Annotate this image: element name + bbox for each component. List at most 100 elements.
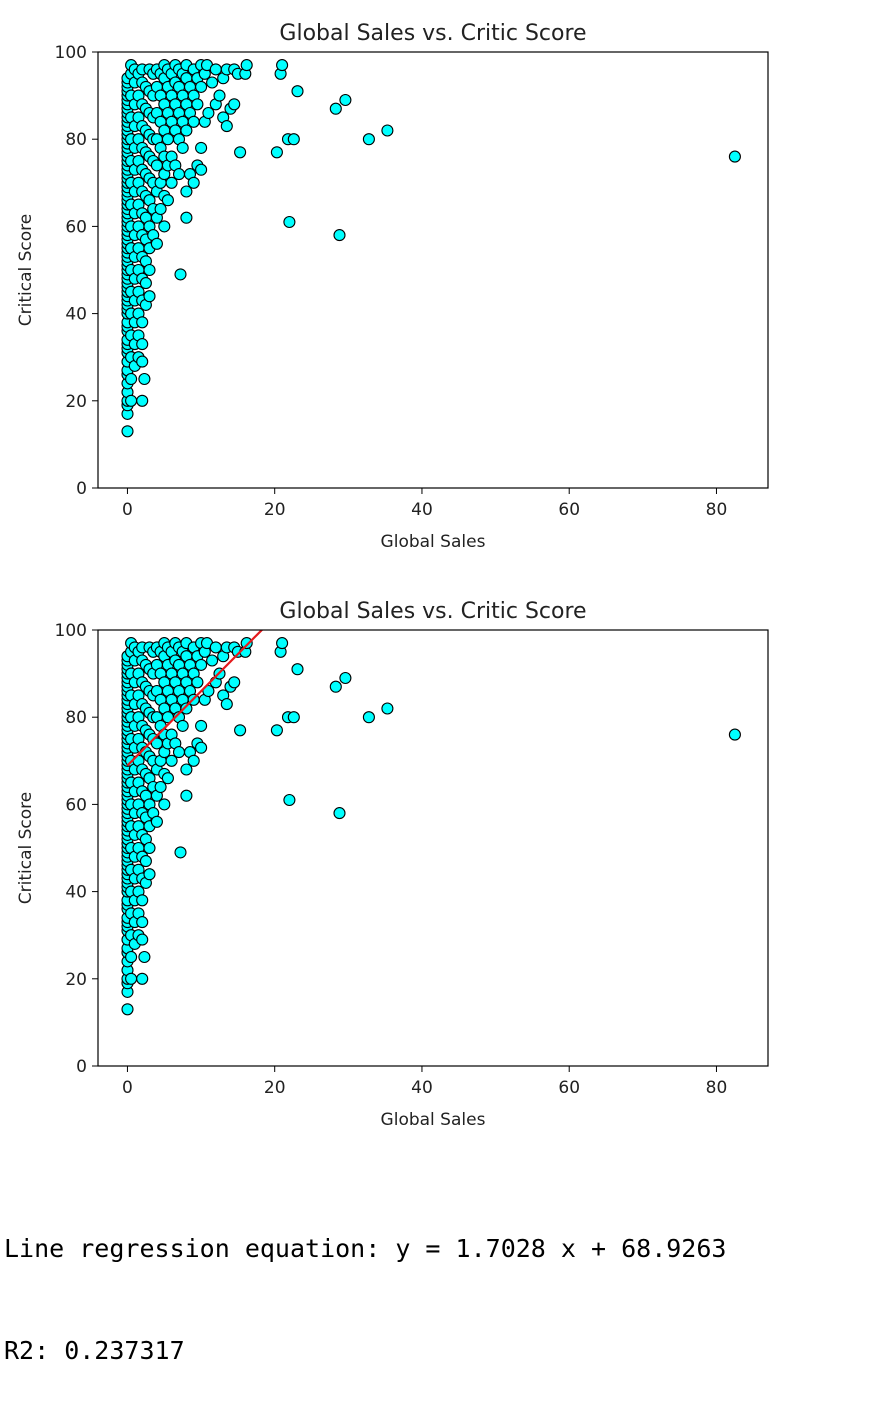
data-point — [158, 798, 171, 811]
y-tick-label: 20 — [65, 392, 87, 412]
data-point — [187, 176, 200, 189]
data-point — [339, 93, 352, 107]
data-point — [121, 425, 134, 438]
data-point — [234, 724, 247, 737]
data-point — [195, 719, 208, 732]
data-point — [202, 684, 215, 698]
data-point — [195, 141, 208, 154]
x-axis-label: Global Sales — [381, 1110, 486, 1130]
data-point — [728, 150, 741, 163]
data-point — [202, 106, 215, 120]
data-point — [206, 654, 219, 667]
plot-frame — [97, 51, 769, 489]
regression-line — [126, 630, 264, 767]
data-point — [158, 220, 171, 233]
data-point — [270, 146, 283, 159]
points-group — [121, 637, 741, 1016]
data-point — [329, 680, 342, 693]
y-tick-label: 60 — [65, 217, 87, 237]
data-point — [154, 780, 167, 794]
data-point — [125, 394, 138, 407]
data-point — [136, 355, 149, 368]
data-point — [228, 676, 241, 689]
data-point — [161, 772, 174, 785]
y-tick-label: 0 — [76, 479, 87, 499]
y-tick-label: 100 — [55, 43, 87, 63]
data-point — [136, 338, 149, 351]
data-point — [154, 202, 167, 216]
data-point — [213, 89, 226, 102]
data-point — [287, 133, 300, 146]
data-point — [138, 372, 151, 386]
data-point — [161, 194, 174, 207]
data-point — [220, 698, 233, 711]
data-point — [287, 711, 300, 724]
x-tick-label: 0 — [122, 1078, 133, 1098]
data-point — [291, 85, 304, 98]
data-point — [121, 1003, 134, 1016]
y-tick-label: 20 — [65, 970, 87, 990]
data-point — [191, 676, 204, 689]
chart-title: Global Sales vs. Critic Score — [279, 21, 586, 46]
y-tick-label: 40 — [65, 883, 87, 903]
x-tick-label: 40 — [411, 1078, 433, 1098]
data-point — [362, 711, 375, 724]
x-axis-label: Global Sales — [381, 532, 486, 552]
data-point — [174, 846, 187, 859]
y-tick-label: 0 — [76, 1057, 87, 1077]
data-point — [270, 724, 283, 737]
data-point — [125, 972, 138, 985]
scatter-chart-regression: Global Sales vs. Critic Score 0 20 40 60 80 0 2… — [16, 599, 769, 1130]
data-point — [180, 789, 193, 802]
x-tick-label: 60 — [558, 1078, 580, 1098]
data-point — [362, 133, 375, 146]
data-point — [165, 176, 178, 189]
data-point — [180, 702, 193, 715]
x-tick-label: 0 — [122, 500, 133, 520]
data-point — [180, 211, 193, 224]
data-point — [176, 719, 189, 732]
y-tick-label: 40 — [65, 305, 87, 325]
data-point — [172, 746, 186, 759]
r2-text: R2: 0.237317 — [4, 1336, 185, 1365]
data-point — [339, 671, 352, 685]
chart-title: Global Sales vs. Critic Score — [279, 599, 586, 624]
data-point — [195, 80, 208, 93]
x-tick-label: 40 — [411, 500, 433, 520]
data-point — [136, 933, 149, 946]
data-point — [139, 277, 152, 290]
data-point — [172, 168, 186, 181]
data-point — [381, 702, 394, 715]
x-tick-label: 20 — [264, 500, 286, 520]
y-tick-label: 80 — [65, 708, 87, 728]
regression-output: Line regression equation: y = 1.7028 x +… — [4, 1164, 726, 1402]
data-point — [209, 63, 222, 76]
data-point — [333, 807, 346, 820]
data-point — [165, 754, 178, 767]
data-point — [191, 98, 204, 111]
data-point — [143, 868, 156, 881]
data-point — [329, 102, 342, 115]
x-tick-label: 20 — [264, 1078, 286, 1098]
data-point — [143, 290, 156, 303]
data-point — [283, 793, 296, 807]
regression-equation-text: Line regression equation: y = 1.7028 x +… — [4, 1234, 727, 1263]
data-point — [220, 120, 233, 133]
data-point — [138, 950, 151, 964]
x-tick-label: 80 — [706, 500, 728, 520]
data-point — [180, 185, 193, 198]
data-point — [240, 637, 253, 650]
data-point — [136, 394, 149, 407]
data-point — [187, 115, 200, 128]
data-point — [136, 316, 149, 329]
data-point — [176, 141, 189, 154]
y-tick-label: 100 — [55, 621, 87, 641]
x-tick-label: 60 — [558, 500, 580, 520]
data-point — [209, 641, 222, 654]
data-point — [125, 372, 138, 386]
y-axis-label: Critical Score — [16, 792, 36, 904]
data-point — [136, 894, 149, 907]
data-point — [291, 663, 304, 676]
data-point — [276, 637, 289, 650]
y-tick-label: 60 — [65, 795, 87, 815]
